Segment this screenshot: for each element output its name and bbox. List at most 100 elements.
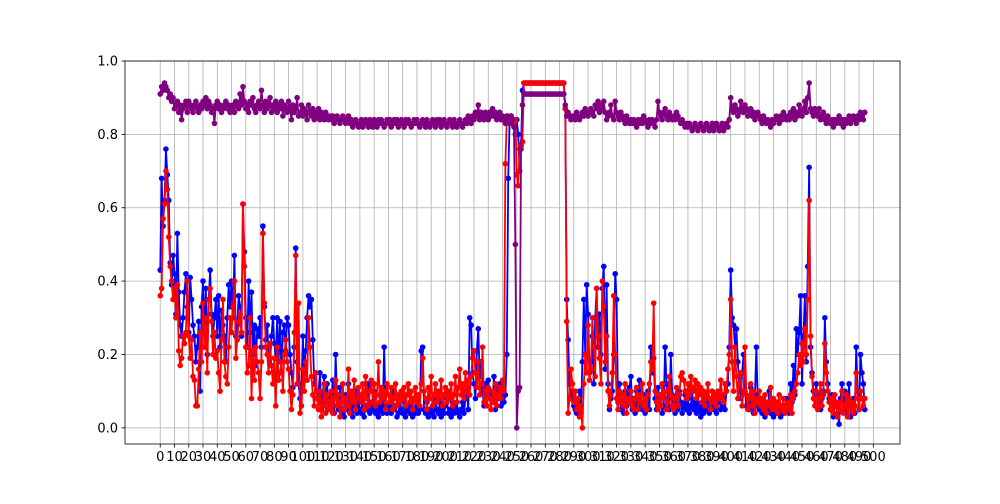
marker <box>285 98 292 105</box>
marker <box>425 384 432 391</box>
marker <box>488 406 494 413</box>
marker <box>375 414 382 420</box>
marker <box>630 406 637 413</box>
marker <box>385 392 392 398</box>
marker <box>853 344 860 350</box>
marker <box>646 381 653 387</box>
marker <box>792 388 798 394</box>
marker <box>379 395 386 402</box>
marker <box>813 381 820 387</box>
marker <box>590 381 597 387</box>
marker <box>168 278 175 284</box>
marker <box>793 381 800 387</box>
marker <box>364 395 370 402</box>
marker <box>739 403 745 409</box>
marker <box>679 370 686 376</box>
marker <box>220 296 226 303</box>
marker <box>240 83 246 90</box>
marker <box>492 381 499 387</box>
marker <box>844 414 851 420</box>
marker <box>391 395 397 402</box>
x-tick-label: 340 <box>633 450 658 465</box>
marker <box>576 414 583 420</box>
x-tick-label: 270 <box>533 450 558 465</box>
marker <box>582 351 589 358</box>
marker <box>485 384 492 391</box>
marker <box>228 329 235 336</box>
marker <box>501 388 507 394</box>
marker <box>173 315 179 321</box>
series <box>157 79 868 431</box>
marker <box>177 362 183 369</box>
marker <box>650 300 657 306</box>
marker <box>342 395 349 402</box>
marker <box>663 406 670 413</box>
marker <box>278 359 285 365</box>
marker <box>424 406 430 413</box>
marker <box>441 392 447 398</box>
marker <box>317 370 323 376</box>
marker <box>254 359 261 365</box>
x-tick-label: 60 <box>238 450 255 465</box>
marker <box>451 392 457 398</box>
marker <box>680 377 687 383</box>
marker <box>352 406 359 413</box>
marker <box>820 392 827 398</box>
marker <box>602 359 608 365</box>
marker <box>270 381 276 387</box>
marker <box>846 381 852 387</box>
marker <box>478 381 484 387</box>
marker <box>445 388 452 394</box>
marker <box>248 395 255 402</box>
marker <box>682 388 688 394</box>
marker <box>628 388 634 394</box>
marker <box>341 414 348 420</box>
marker <box>277 105 283 112</box>
marker <box>235 292 242 299</box>
marker <box>454 399 460 405</box>
marker <box>258 359 265 365</box>
marker <box>417 403 423 409</box>
marker <box>653 399 660 405</box>
marker <box>623 410 630 416</box>
marker <box>822 315 828 321</box>
marker <box>606 403 613 409</box>
marker <box>860 381 867 387</box>
marker <box>803 109 810 116</box>
marker <box>260 223 266 229</box>
marker <box>857 388 864 394</box>
marker <box>780 395 787 402</box>
marker <box>240 201 246 207</box>
x-tick-label: 450 <box>790 450 815 465</box>
marker <box>465 406 472 413</box>
marker <box>583 281 590 288</box>
marker <box>338 399 345 405</box>
marker <box>348 388 355 394</box>
marker <box>330 410 336 416</box>
x-tick-label: 320 <box>604 450 629 465</box>
marker <box>519 102 526 108</box>
x-tick-label: 180 <box>405 450 430 465</box>
marker <box>234 337 241 343</box>
marker <box>860 403 867 409</box>
marker <box>484 403 490 409</box>
x-tick-label: 120 <box>319 450 344 465</box>
marker <box>208 318 215 325</box>
marker <box>737 370 744 376</box>
marker <box>839 388 845 394</box>
marker <box>515 131 521 138</box>
marker <box>596 355 603 361</box>
marker <box>799 113 805 119</box>
marker <box>357 392 363 398</box>
marker <box>310 337 316 343</box>
marker <box>241 263 248 270</box>
marker <box>860 116 867 123</box>
marker <box>850 410 857 416</box>
marker <box>272 403 279 409</box>
marker <box>726 116 733 123</box>
marker <box>381 388 387 394</box>
marker <box>662 344 668 350</box>
marker <box>767 384 774 391</box>
